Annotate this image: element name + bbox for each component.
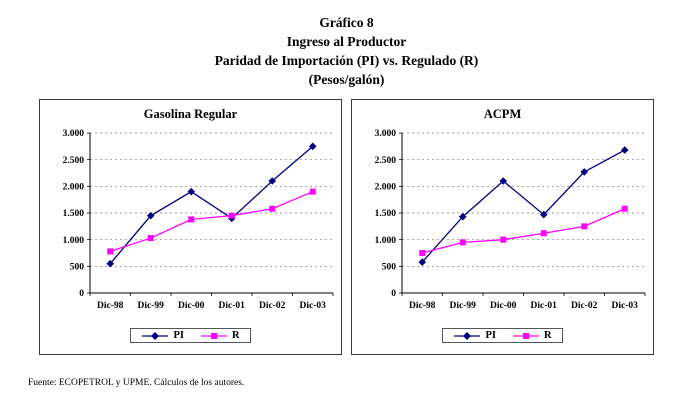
- svg-text:3.000: 3.000: [62, 129, 84, 139]
- legend-item-pi: PI: [453, 330, 496, 341]
- pi-diamond-marker-icon: [142, 331, 169, 340]
- svg-text:Dic-00: Dic-00: [178, 301, 205, 311]
- svg-text:0: 0: [79, 289, 84, 299]
- legend-label-pi: PI: [485, 330, 496, 341]
- legend-label-r: R: [543, 330, 552, 341]
- svg-text:Dic-98: Dic-98: [97, 301, 124, 311]
- svg-text:Dic-03: Dic-03: [299, 301, 326, 311]
- svg-text:Dic-02: Dic-02: [571, 301, 598, 311]
- chart-acpm: ACPM 0 500 1.000 1.500 2.000 2.500 3.000 Dic-98…: [351, 99, 654, 355]
- main-title-block: Gráfico 8 Ingreso al Productor Paridad d…: [0, 13, 693, 89]
- svg-text:2.500: 2.500: [374, 156, 396, 166]
- svg-text:1.000: 1.000: [62, 236, 84, 246]
- svg-text:Dic-03: Dic-03: [611, 301, 638, 311]
- chart-title-acpm: ACPM: [483, 107, 522, 121]
- svg-text:Dic-01: Dic-01: [218, 301, 245, 311]
- svg-text:1.500: 1.500: [374, 209, 396, 219]
- legend-gasolina: PI R: [130, 328, 251, 343]
- svg-text:0: 0: [391, 289, 396, 299]
- chart-title-gasolina: Gasolina Regular: [143, 107, 238, 121]
- svg-text:Dic-98: Dic-98: [409, 301, 436, 311]
- svg-text:500: 500: [381, 263, 396, 273]
- svg-text:1.500: 1.500: [62, 209, 84, 219]
- acpm-line-plot: 0 500 1.000 1.500 2.000 2.500 3.000 Dic-98 Dic-9…: [374, 129, 645, 311]
- pi-diamond-marker-icon: [454, 331, 481, 340]
- svg-text:500: 500: [69, 263, 84, 273]
- legend-item-r: R: [200, 330, 240, 341]
- svg-text:Dic-02: Dic-02: [259, 301, 286, 311]
- legend-item-pi: PI: [141, 330, 184, 341]
- title-paridad: Paridad de Importación (PI) vs. Regulado…: [214, 53, 479, 68]
- r-square-marker-icon: [200, 332, 227, 339]
- svg-text:Dic-00: Dic-00: [490, 301, 517, 311]
- svg-text:Dic-99: Dic-99: [449, 301, 476, 311]
- legend-acpm: PI R: [442, 328, 563, 343]
- svg-text:2.500: 2.500: [62, 156, 84, 166]
- svg-text:Dic-01: Dic-01: [530, 301, 557, 311]
- legend-label-r: R: [231, 330, 240, 341]
- svg-text:1.000: 1.000: [374, 236, 396, 246]
- title-unidades: (Pesos/galón): [308, 72, 385, 87]
- title-ingreso: Ingreso al Productor: [286, 34, 407, 49]
- title-grafico: Gráfico 8: [319, 15, 374, 30]
- legend-label-pi: PI: [173, 330, 184, 341]
- r-square-marker-icon: [512, 332, 539, 339]
- svg-text:Dic-99: Dic-99: [137, 301, 164, 311]
- svg-text:3.000: 3.000: [374, 129, 396, 139]
- source-note: Fuente: ECOPETROL y UPME. Cálculos de lo…: [28, 378, 245, 388]
- charts-row: Gasolina Regular 0 500 1.000 1.500 2.000 2.50…: [0, 99, 693, 355]
- legend-item-r: R: [512, 330, 552, 341]
- svg-text:2.000: 2.000: [62, 183, 84, 193]
- chart-gasolina-regular: Gasolina Regular 0 500 1.000 1.500 2.000 2.50…: [39, 99, 342, 355]
- svg-text:2.000: 2.000: [374, 183, 396, 193]
- gasolina-line-plot: 0 500 1.000 1.500 2.000 2.500 3.000 Dic-98 Dic-9…: [62, 129, 333, 311]
